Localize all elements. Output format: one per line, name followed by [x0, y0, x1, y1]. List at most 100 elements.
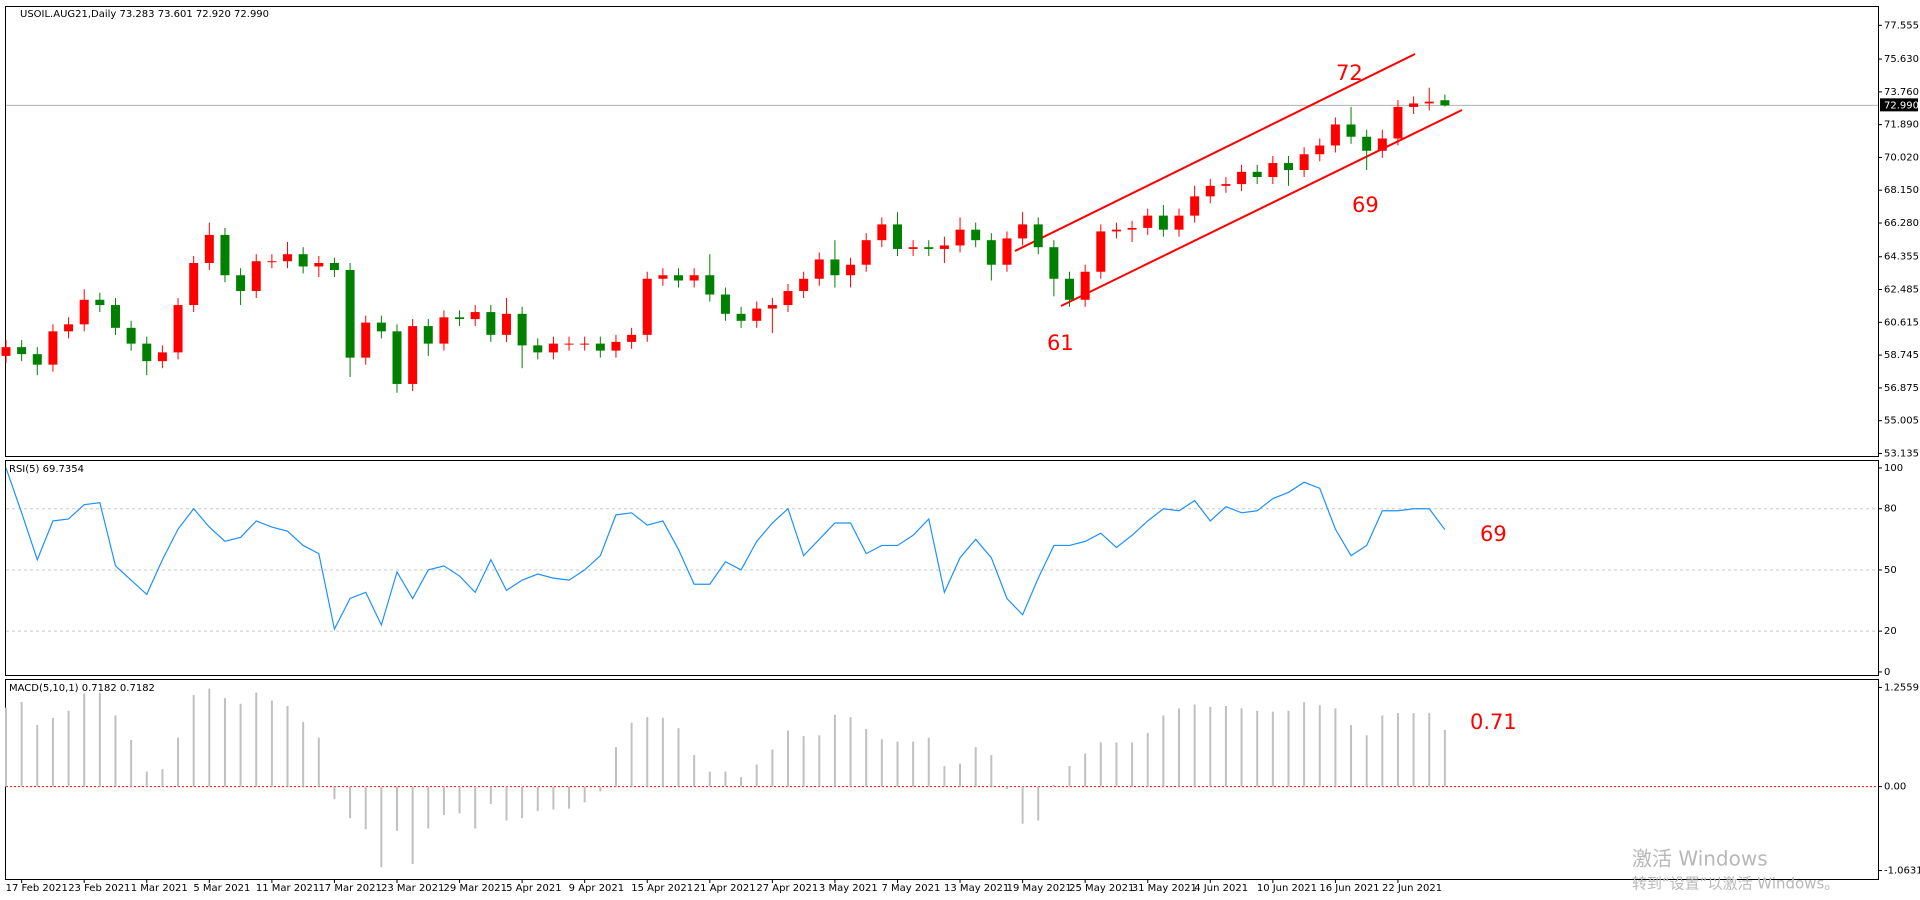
- candle-body: [1221, 184, 1231, 186]
- candle-body: [95, 299, 105, 306]
- candle-body: [1190, 196, 1200, 216]
- candle-body: [1205, 185, 1215, 197]
- candle-body: [392, 331, 402, 384]
- candle-body: [1002, 238, 1012, 265]
- x-tick-label: 17 Mar 2021: [318, 883, 381, 894]
- candle-body: [204, 234, 214, 263]
- candle-body: [736, 313, 746, 321]
- candle-body: [361, 322, 371, 358]
- candle-body: [595, 343, 605, 351]
- candle-body: [439, 317, 449, 344]
- candle-body: [1346, 124, 1356, 137]
- candle-body: [752, 308, 762, 321]
- candle-body: [1049, 247, 1059, 279]
- candle-body: [79, 299, 89, 325]
- candle-body: [877, 224, 887, 241]
- candle-body: [283, 254, 293, 262]
- candle-body: [110, 305, 120, 328]
- x-tick-label: 23 Feb 2021: [68, 883, 130, 894]
- y-tick-label: 1.2559: [1884, 682, 1919, 693]
- candle-body: [1, 347, 11, 356]
- annotation: 0.71: [1470, 710, 1517, 734]
- candle-body: [783, 291, 793, 306]
- candle-body: [1096, 231, 1106, 272]
- candle-body: [908, 247, 918, 249]
- x-tick-label: 1 Mar 2021: [131, 883, 188, 894]
- candle-body: [48, 331, 58, 365]
- y-tick-label: 55.005: [1884, 416, 1919, 427]
- candle-body: [236, 275, 246, 292]
- candle-body: [423, 326, 433, 344]
- x-tick-label: 9 Apr 2021: [569, 883, 624, 894]
- candle-body: [1424, 101, 1434, 104]
- y-tick-label: 56.875: [1884, 383, 1919, 394]
- x-tick-label: 4 Jun 2021: [1194, 883, 1248, 894]
- rsi-line: [5, 467, 1446, 631]
- candle-body: [173, 305, 183, 353]
- y-tick-label: 20: [1884, 626, 1897, 637]
- rsi-title: RSI(5) 69.7354: [9, 464, 84, 475]
- candle-body: [267, 261, 277, 263]
- candle-body: [971, 229, 981, 241]
- candle-body: [580, 343, 590, 345]
- x-tick-label: 3 May 2021: [819, 883, 878, 894]
- x-tick-label: 19 May 2021: [1007, 883, 1072, 894]
- candle-body: [658, 275, 668, 279]
- candle-body: [533, 345, 543, 353]
- x-tick-label: 23 Mar 2021: [381, 883, 444, 894]
- x-tick-label: 13 May 2021: [944, 883, 1009, 894]
- candle-body: [1362, 136, 1372, 151]
- candle-body: [64, 324, 74, 332]
- candle-body: [486, 312, 496, 335]
- candle-body: [1315, 145, 1325, 155]
- candle-body: [892, 224, 902, 249]
- channel-upper: [1014, 53, 1416, 252]
- y-tick-label: 60.615: [1884, 317, 1919, 328]
- x-tick-label: 22 Jun 2021: [1382, 883, 1442, 894]
- x-tick-label: 10 Jun 2021: [1257, 883, 1317, 894]
- y-tick-label: 64.355: [1884, 252, 1919, 263]
- candle-body: [939, 245, 949, 249]
- candle-body: [517, 313, 527, 346]
- macd-title: MACD(5,10,1) 0.7182 0.7182: [9, 683, 155, 694]
- watermark: 激活 Windows: [1632, 847, 1768, 871]
- candle-body: [1268, 163, 1278, 178]
- x-tick-label: 16 Jun 2021: [1319, 883, 1379, 894]
- candle-body: [1393, 106, 1403, 139]
- candle-body: [329, 262, 339, 270]
- candle-body: [705, 275, 715, 295]
- candle-body: [642, 278, 652, 335]
- candle-body: [1111, 229, 1121, 232]
- candle-body: [861, 240, 871, 265]
- candle-body: [1299, 154, 1309, 171]
- y-tick-label: 58.745: [1884, 350, 1919, 361]
- candle-body: [345, 269, 355, 358]
- candle-body: [1174, 215, 1184, 230]
- candle-body: [1143, 215, 1153, 228]
- candle-body: [455, 317, 465, 320]
- x-tick-label: 31 May 2021: [1132, 883, 1197, 894]
- candle-body: [924, 247, 934, 249]
- candle-body: [955, 229, 965, 246]
- y-tick-label: 73.760: [1884, 87, 1919, 98]
- candle-body: [1440, 100, 1450, 106]
- candle-body: [1283, 163, 1293, 171]
- candle-body: [189, 262, 199, 306]
- x-tick-label: 17 Feb 2021: [6, 883, 68, 894]
- candle-body: [298, 254, 308, 267]
- candle-body: [314, 262, 324, 267]
- x-tick-label: 27 Apr 2021: [756, 883, 818, 894]
- annotation: 69: [1480, 522, 1507, 546]
- price-box: [1880, 98, 1918, 112]
- candle-body: [1237, 171, 1247, 185]
- candle-body: [548, 343, 558, 353]
- price-label: 72.990: [1884, 100, 1919, 111]
- candle-body: [1158, 215, 1168, 230]
- candle-body: [986, 240, 996, 265]
- y-tick-label: 0: [1884, 667, 1890, 678]
- main-panel: [5, 6, 1879, 457]
- candle-body: [1330, 124, 1340, 146]
- y-tick-label: -1.0631: [1884, 866, 1920, 877]
- candle-body: [32, 354, 42, 365]
